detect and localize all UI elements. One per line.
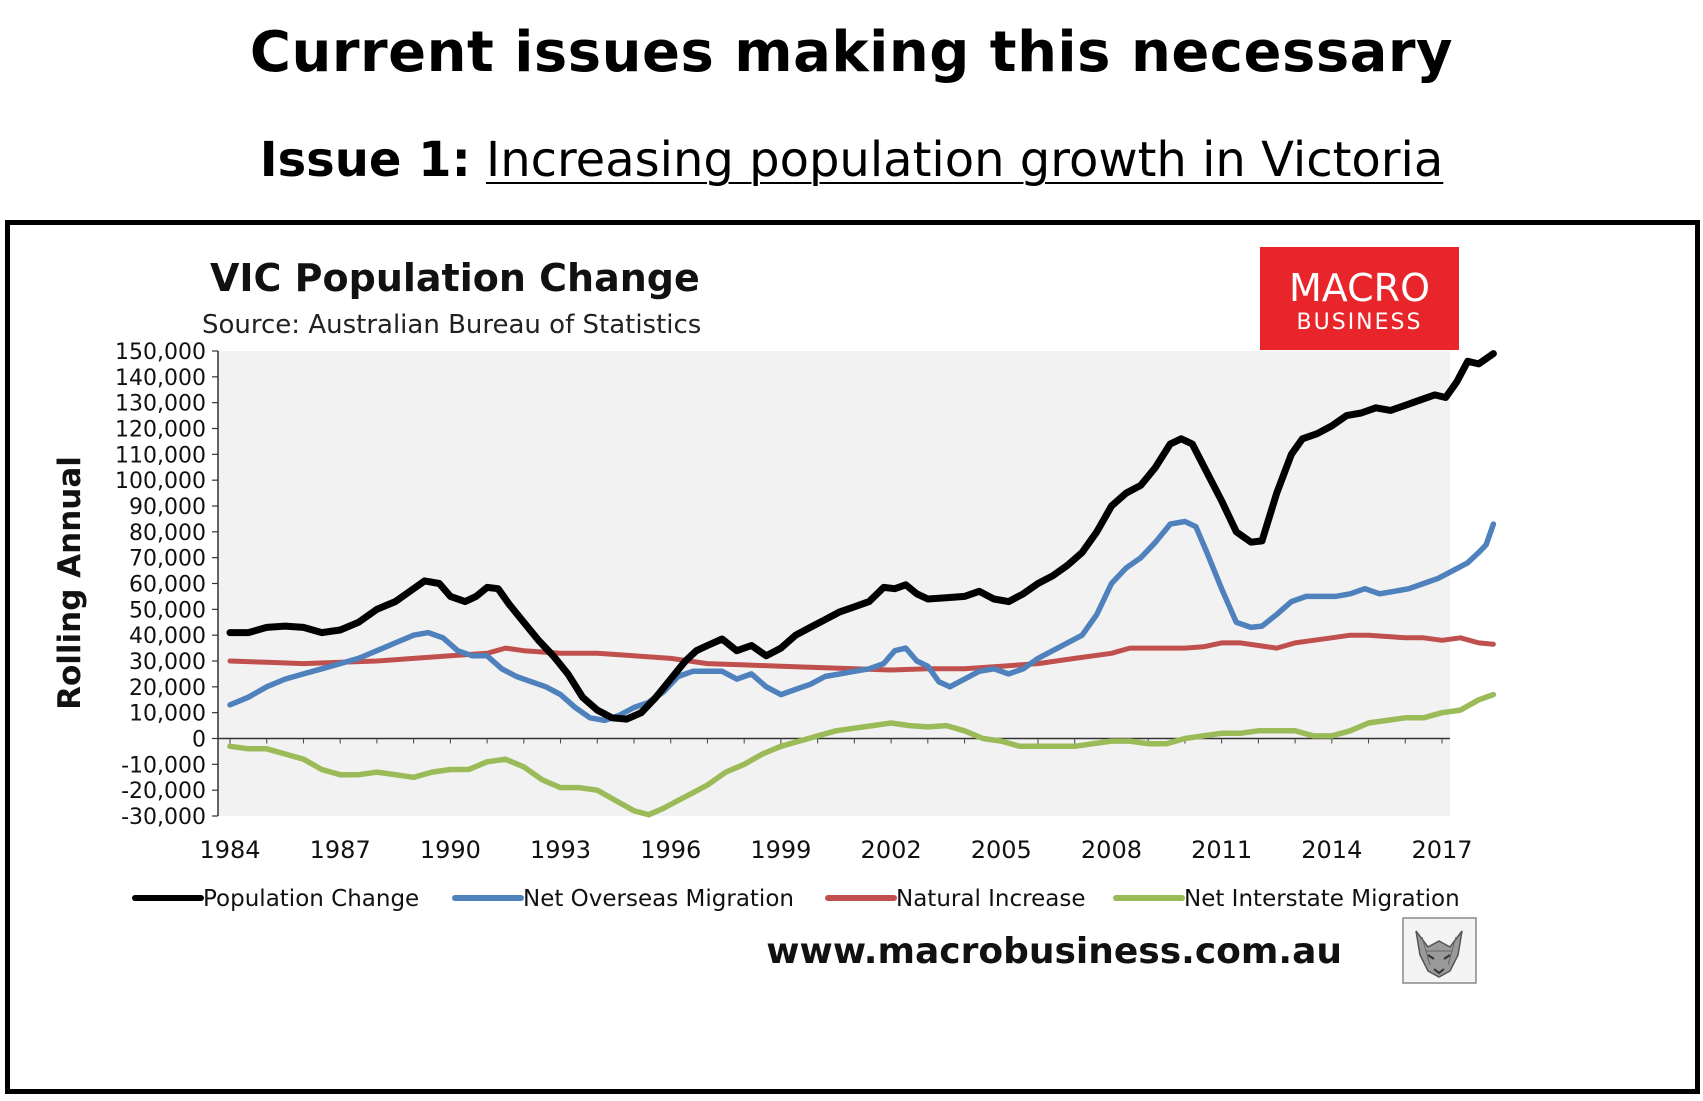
y-tick-label: 130,000: [115, 392, 206, 417]
chart-title: VIC Population Change: [210, 256, 700, 300]
x-axis: 1984 1987 1990 1993 1996 1999 2002 2005 2008 2011…: [199, 737, 1473, 864]
logo-line-1: MACRO: [1289, 266, 1430, 310]
legend-label-natural-increase: Natural Increase: [896, 886, 1085, 912]
x-tick-label: 1996: [640, 836, 701, 864]
y-tick-label: 120,000: [115, 418, 206, 443]
series-line-net-overseas-migration: [227, 518, 1497, 724]
y-tick-label: 0: [192, 728, 206, 753]
wolf-logo-icon: [1402, 917, 1477, 984]
x-tick-label: 2011: [1191, 836, 1252, 864]
y-tick-label: 140,000: [115, 366, 206, 391]
website-url: www.macrobusiness.com.au: [766, 931, 1342, 972]
legend: Population Change Net Overseas Migration N…: [132, 886, 1460, 912]
logo-line-2: BUSINESS: [1297, 310, 1423, 335]
legend-label-net-interstate-migration: Net Interstate Migration: [1184, 886, 1460, 912]
x-tick-label: 1984: [199, 836, 260, 864]
y-tick-label: 70,000: [129, 547, 206, 572]
y-tick-label: -10,000: [121, 753, 206, 778]
chart-frame: VIC Population Change Source: Australian…: [5, 220, 1700, 1094]
x-tick-label: 2014: [1301, 836, 1362, 864]
issue-label: Issue 1:: [259, 132, 471, 188]
y-tick-label: 50,000: [129, 598, 206, 623]
series-line-natural-increase: [227, 632, 1496, 673]
series-lines: [226, 350, 1497, 818]
y-tick-label: 10,000: [129, 702, 206, 727]
y-tick-label: 30,000: [129, 650, 206, 675]
series-line-population-change: [226, 350, 1497, 723]
x-tick-label: 2017: [1411, 836, 1472, 864]
issue-heading: Issue 1: Increasing population growth in…: [0, 132, 1703, 188]
y-tick-label: 90,000: [129, 495, 206, 520]
legend-label-population-change: Population Change: [203, 886, 419, 912]
plot-area: [218, 351, 1450, 816]
y-axis-title: Rolling Annual: [52, 456, 88, 710]
series-line-net-interstate-migration: [227, 691, 1497, 818]
y-tick-label: 150,000: [115, 340, 206, 365]
x-tick-label: 1993: [530, 836, 591, 864]
y-tick-label: 80,000: [129, 521, 206, 546]
y-axis: -30,000-20,000-10,000010,00020,00030,000…: [115, 340, 219, 830]
y-tick-label: 100,000: [115, 469, 206, 494]
y-tick-label: -20,000: [121, 779, 206, 804]
y-tick-label: -30,000: [121, 805, 206, 830]
slide-title: Current issues making this necessary: [249, 20, 1454, 85]
x-tick-label: 2005: [971, 836, 1032, 864]
y-tick-label: 20,000: [129, 676, 206, 701]
x-tick-label: 1987: [310, 836, 371, 864]
legend-label-net-overseas-migration: Net Overseas Migration: [523, 886, 794, 912]
y-tick-label: 60,000: [129, 573, 206, 598]
population-chart: VIC Population Change Source: Australian…: [52, 247, 1497, 984]
issue-text: Increasing population growth in Victoria: [486, 132, 1444, 188]
x-tick-label: 2008: [1081, 836, 1142, 864]
x-tick-label: 2002: [861, 836, 922, 864]
x-tick-label: 1999: [750, 836, 811, 864]
macrobusiness-logo: MACRO BUSINESS: [1260, 247, 1459, 350]
y-tick-label: 40,000: [129, 624, 206, 649]
y-tick-label: 110,000: [115, 443, 206, 468]
logo-background: [1260, 247, 1459, 350]
chart-subtitle: Source: Australian Bureau of Statistics: [202, 310, 701, 340]
x-tick-label: 1990: [420, 836, 481, 864]
